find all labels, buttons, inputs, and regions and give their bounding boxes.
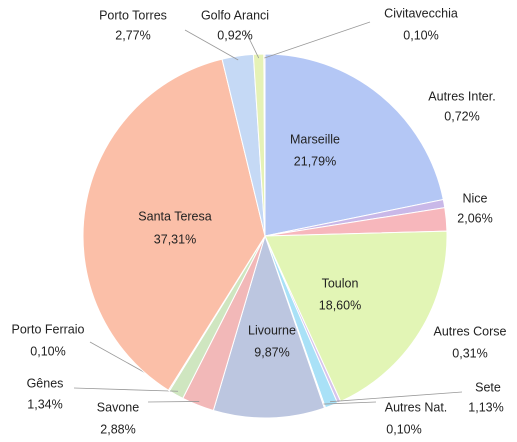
slice-value-label: 2,06%	[457, 211, 492, 225]
slice-label: Autres Corse	[434, 324, 507, 338]
slice-value-label: 0,10%	[30, 344, 65, 358]
slice-value-label: 0,72%	[444, 109, 479, 123]
slice-label: Livourne	[248, 323, 296, 337]
pie-slice	[263, 53, 266, 237]
slice-value-label: 9,87%	[254, 345, 289, 359]
slice-value-label: 2,77%	[115, 28, 150, 42]
slice-label: Toulon	[322, 276, 359, 290]
slice-value-label: 0,92%	[217, 28, 252, 42]
pie-slice	[264, 53, 444, 237]
leader-line	[323, 401, 377, 405]
slice-label: Savone	[97, 400, 139, 414]
slice-value-label: 21,79%	[294, 154, 336, 168]
leader-line	[147, 401, 200, 403]
slice-label: Autres Inter.	[428, 89, 495, 103]
pie-slice	[212, 234, 326, 419]
slice-value-label: 0,10%	[403, 28, 438, 42]
slice-value-label: 0,10%	[386, 422, 421, 436]
slice-label: Sete	[475, 380, 501, 394]
slice-value-label: 1,13%	[468, 400, 503, 414]
slice-label: Gênes	[27, 376, 64, 390]
slice-value-label: 37,31%	[154, 232, 196, 246]
pie-slice	[264, 230, 448, 403]
slice-label: Porto Ferraio	[12, 322, 85, 336]
slice-label: Santa Teresa	[138, 209, 211, 223]
slice-label: Golfo Aranci	[201, 8, 269, 22]
pie-slice	[82, 58, 266, 391]
slice-value-label: 18,60%	[319, 298, 361, 312]
leader-line	[244, 29, 260, 59]
slice-value-label: 0,31%	[452, 346, 487, 360]
slice-label: Porto Torres	[99, 8, 167, 22]
slice-value-label: 2,88%	[100, 422, 135, 436]
leader-line	[330, 391, 463, 403]
slice-label: Civitavecchia	[384, 6, 458, 20]
slice-label: Marseille	[290, 132, 340, 146]
leader-line	[184, 29, 239, 61]
leader-line	[264, 21, 371, 59]
slice-label: Nice	[462, 191, 487, 205]
slice-label: Autres Nat.	[385, 400, 448, 414]
slice-value-label: 1,34%	[27, 397, 62, 411]
leader-line	[73, 387, 178, 392]
